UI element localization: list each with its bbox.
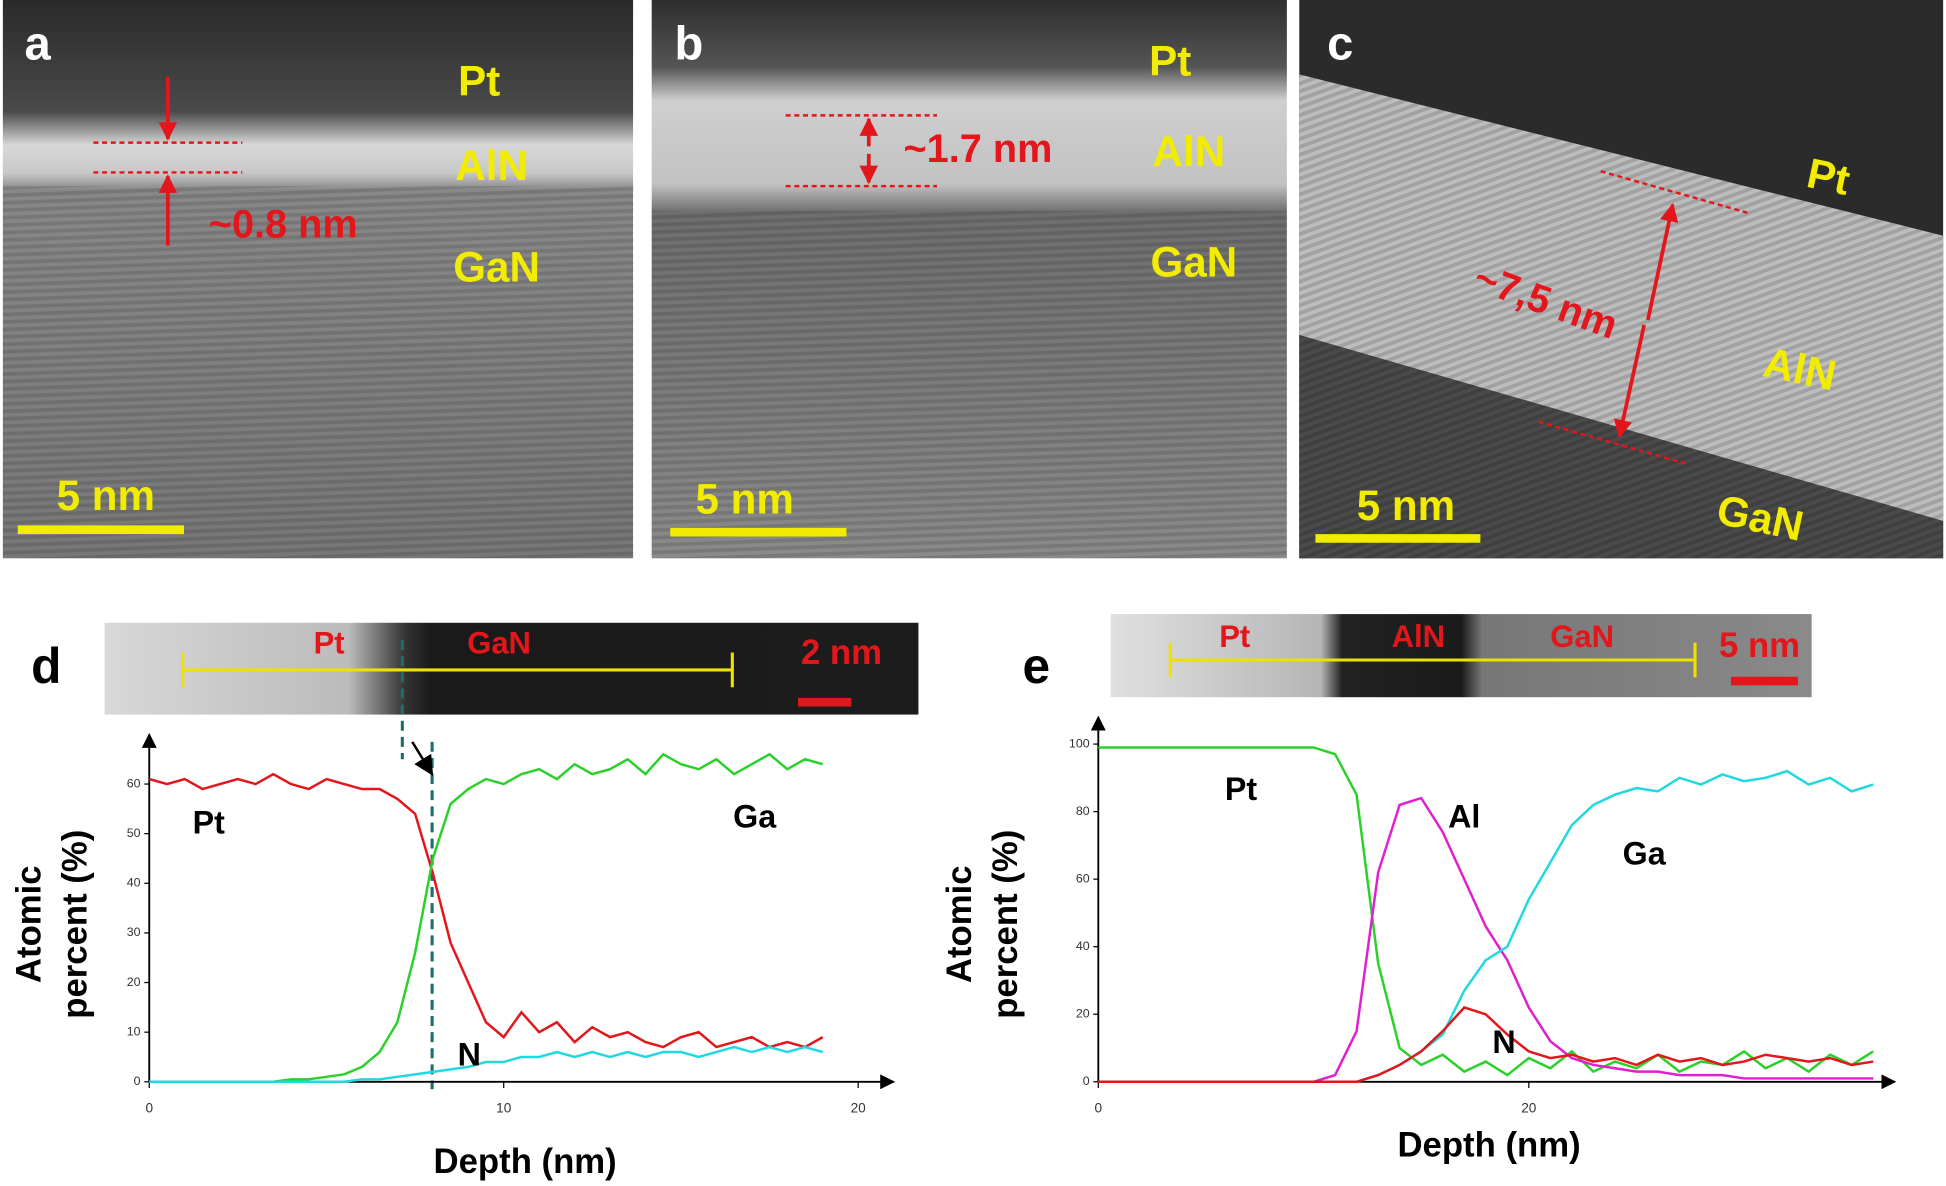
inset-label: Pt (314, 625, 345, 660)
y-tick-label: 40 (1076, 939, 1090, 953)
y-tick-label: 30 (127, 925, 141, 939)
series-line (1098, 1006, 1874, 1084)
y-tick-label: 10 (127, 1024, 141, 1038)
panel-letter: d (31, 638, 61, 694)
layer-label: GaN (1150, 239, 1237, 286)
x-tick-label: 20 (851, 1101, 867, 1116)
tem-image-a (2, 0, 634, 559)
inset-label: GaN (1550, 619, 1614, 654)
x-tick-label: 10 (496, 1101, 512, 1116)
series-label: N (458, 1036, 481, 1072)
layer-label: GaN (453, 244, 540, 291)
scale-bar-label: 5 nm (57, 472, 155, 519)
layer-label: Pt (458, 58, 500, 105)
series-line (1098, 746, 1874, 1077)
layer-label: Pt (1803, 149, 1854, 204)
series-line (148, 772, 824, 1049)
y-axis-title: percent (%) (987, 830, 1025, 1019)
inset-scale-label: 5 nm (1719, 627, 1800, 665)
tem-image-c (1299, 0, 1944, 559)
x-tick-label: 20 (1521, 1101, 1537, 1116)
scale-bar-label: 5 nm (1357, 482, 1455, 529)
inset-label: Pt (1219, 619, 1250, 654)
y-tick-label: 0 (134, 1074, 141, 1088)
series-label: N (1492, 1024, 1515, 1060)
y-tick-label: 40 (127, 876, 141, 890)
y-axis-title: percent (%) (56, 830, 94, 1019)
panel-letter: e (1022, 638, 1050, 694)
y-tick-label: 60 (127, 776, 141, 790)
series-label: Pt (1225, 771, 1258, 807)
series-label: Ga (1623, 836, 1667, 872)
tem-image-b (651, 0, 1287, 559)
y-tick-label: 0 (1083, 1074, 1090, 1088)
y-axis-title: Atomic (941, 865, 979, 983)
inset-scale-label: 2 nm (801, 634, 882, 672)
x-axis-title: Depth (nm) (1397, 1127, 1580, 1165)
y-axis-title: Atomic (11, 865, 49, 983)
x-tick-label: 0 (145, 1101, 153, 1116)
layer-label: AlN (455, 142, 528, 189)
panel-letter: a (24, 17, 51, 70)
x-axis-title: Depth (nm) (434, 1143, 617, 1181)
y-tick-label: 100 (1069, 736, 1090, 750)
layer-label: Pt (1149, 38, 1191, 85)
panel-letter: b (675, 17, 704, 70)
series-label: Al (1448, 798, 1480, 834)
inset-label: AlN (1392, 619, 1445, 654)
series-line (149, 752, 824, 1084)
inset-e (1110, 614, 1812, 698)
layer-label: AlN (1153, 128, 1226, 175)
inset-label: GaN (467, 625, 531, 660)
thickness-label: ~1.7 nm (904, 127, 1053, 171)
series-label: Pt (193, 805, 226, 841)
thickness-label: ~0.8 nm (209, 203, 358, 247)
y-tick-label: 60 (1076, 871, 1090, 885)
inset-d (104, 622, 919, 1090)
series-label: Ga (733, 798, 777, 834)
series-line (1098, 796, 1874, 1084)
y-tick-label: 20 (1076, 1007, 1090, 1021)
y-tick-label: 80 (1076, 804, 1090, 818)
series-line (149, 1045, 824, 1084)
scale-bar-label: 5 nm (696, 476, 794, 523)
y-tick-label: 50 (127, 826, 141, 840)
x-tick-label: 0 (1095, 1101, 1103, 1116)
y-tick-label: 20 (127, 975, 141, 989)
panel-letter: c (1327, 17, 1353, 70)
